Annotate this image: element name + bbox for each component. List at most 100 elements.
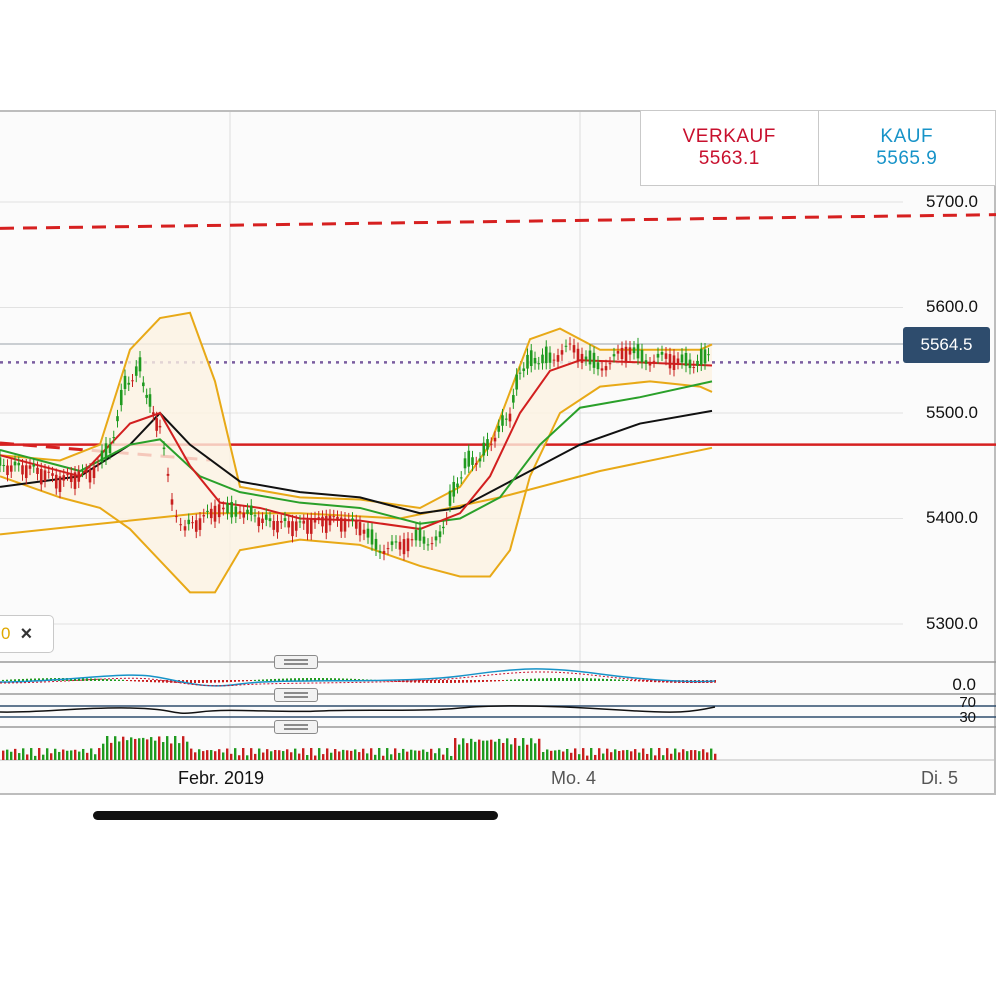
volume-bar [366, 753, 369, 760]
volume-bar [114, 736, 117, 760]
candle-body [354, 521, 358, 529]
volume-bar [474, 741, 477, 760]
candle-body [402, 539, 406, 555]
indicator-legend-chip: 0 × [0, 615, 54, 653]
macd-bar [38, 678, 40, 681]
macd-bar [22, 678, 24, 681]
volume-bar [518, 745, 521, 760]
volume-bar [622, 750, 625, 760]
macd-bar [98, 678, 100, 681]
volume-bar [122, 736, 125, 760]
macd-bar [114, 679, 116, 681]
candle-body [707, 354, 710, 356]
volume-bar [650, 748, 653, 760]
macd-bar [162, 680, 164, 683]
volume-bar [490, 739, 493, 760]
macd-bar [574, 678, 576, 681]
volume-bar [578, 754, 581, 760]
macd-bar [398, 680, 400, 683]
candle-body [206, 510, 209, 512]
candle-body [644, 360, 648, 364]
candle-body [73, 472, 77, 489]
macd-bar [486, 680, 488, 682]
candle-body [39, 469, 43, 485]
volume-bar [10, 751, 13, 760]
volume-bar [330, 752, 333, 760]
sell-button[interactable]: VERKAUF 5563.1 [641, 111, 819, 185]
volume-bar [310, 748, 313, 760]
candle-body [81, 470, 84, 472]
candle-body [170, 499, 174, 505]
candle-body [374, 538, 378, 550]
candle-body [493, 437, 497, 442]
price-axis-label: 5400.0 [926, 508, 978, 527]
candle-body [347, 519, 351, 522]
buy-button[interactable]: KAUF 5565.9 [819, 111, 996, 185]
macd-bar [202, 680, 204, 683]
volume-bar [550, 750, 553, 760]
candle-body [69, 473, 73, 483]
macd-signal [0, 671, 716, 687]
candle-body [636, 344, 640, 359]
candle-body [213, 505, 217, 522]
candle-body [104, 443, 108, 459]
candle-body [564, 345, 568, 347]
macd-bar [118, 679, 120, 681]
candle-body [58, 476, 62, 492]
candle-body [9, 465, 13, 472]
macd-bar [286, 678, 288, 681]
candle-body [612, 354, 616, 357]
candle-body [234, 506, 238, 517]
volume-bar [434, 753, 437, 760]
volume-bar [630, 751, 633, 760]
volume-bar [202, 751, 205, 760]
close-icon[interactable]: × [20, 622, 33, 645]
candle-body [616, 351, 620, 354]
candle-body [230, 502, 233, 518]
macd-bar [594, 678, 596, 681]
candle-body [119, 389, 123, 406]
macd-bar [258, 679, 260, 681]
volume-bar [582, 748, 585, 760]
candle-body [434, 536, 438, 541]
rsi-line [0, 705, 716, 714]
price-axis-label: 5500.0 [926, 403, 978, 422]
volume-bar [86, 752, 89, 760]
pane-resize-handle[interactable] [274, 720, 318, 734]
candle-body [522, 368, 526, 372]
candle-body [328, 515, 332, 526]
candle-body [544, 346, 548, 364]
macd-bar [210, 680, 212, 683]
volume-bar [378, 748, 381, 760]
macd-bar [306, 678, 308, 681]
volume-bar [346, 750, 349, 760]
candle-body [482, 442, 486, 456]
macd-bar [278, 678, 280, 681]
home-indicator[interactable] [93, 811, 498, 820]
macd-bar [466, 680, 468, 683]
macd-bar [282, 678, 284, 681]
macd-bar [598, 678, 600, 681]
macd-axis-label: 0.0 [952, 675, 976, 694]
volume-bar [138, 738, 141, 760]
volume-bar [266, 749, 269, 760]
pane-resize-handle[interactable] [274, 655, 318, 669]
volume-bar [418, 750, 421, 760]
candle-body [688, 359, 692, 369]
pane-resize-handle[interactable] [274, 688, 318, 702]
candle-body [51, 473, 54, 476]
macd-bar [10, 679, 12, 681]
volume-bar [690, 750, 693, 760]
macd-bar [442, 680, 444, 683]
candle-body [131, 380, 134, 382]
volume-bar [178, 743, 181, 760]
macd-bar [250, 680, 252, 682]
macd-bar [430, 680, 432, 683]
macd-bar [318, 678, 320, 681]
volume-bar [150, 737, 153, 760]
macd-bar [214, 680, 216, 683]
candle-body [268, 518, 272, 522]
volume-bar [214, 751, 217, 760]
macd-bar [290, 678, 292, 681]
